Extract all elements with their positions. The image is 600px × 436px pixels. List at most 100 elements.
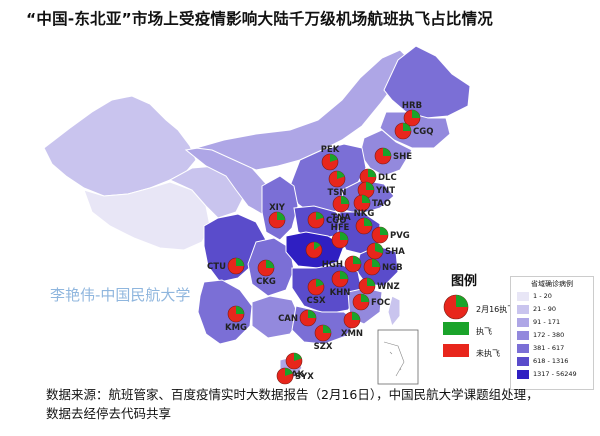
airport-pie-tao bbox=[353, 194, 371, 212]
airport-label-syx: SYX bbox=[295, 372, 314, 382]
legend-symbols bbox=[443, 294, 469, 357]
pie-flown-slice bbox=[314, 242, 321, 250]
airport-pie-ynt bbox=[357, 181, 375, 199]
pie-flown-slice bbox=[285, 368, 293, 376]
pie-flown-slice bbox=[316, 279, 324, 287]
pie-flown-slice bbox=[352, 312, 360, 320]
scale-label: 1317 - 56249 bbox=[533, 370, 577, 378]
airport-label-sha: SHA bbox=[385, 247, 405, 257]
legend-not-flown-label: 未执飞 bbox=[476, 349, 500, 358]
scale-swatch bbox=[517, 370, 529, 379]
pie-flown-slice bbox=[366, 182, 374, 190]
airport-pie-hgh bbox=[344, 255, 362, 273]
airport-label-tsn: TSN bbox=[327, 188, 346, 198]
region-heilongjiang bbox=[383, 45, 471, 119]
scale-swatch bbox=[517, 292, 529, 301]
scale-swatch bbox=[517, 305, 529, 314]
airport-pie-foc bbox=[352, 293, 370, 311]
scale-row: 21 - 90 bbox=[517, 304, 587, 315]
airport-pie-xmn bbox=[343, 311, 361, 329]
scale-swatch bbox=[517, 344, 529, 353]
airport-label-foc: FOC bbox=[371, 298, 390, 308]
airport-label-cgo: CGO bbox=[326, 216, 346, 226]
region-taiwan bbox=[387, 295, 401, 328]
legend-pie-icon bbox=[443, 294, 469, 320]
pie-flown-slice bbox=[294, 353, 302, 361]
data-source-note: 数据来源：航班管家、百度疫情实时大数据报告（2月16日），中国民航大学课题组处理… bbox=[46, 385, 539, 423]
pie-flown-slice bbox=[337, 171, 345, 179]
airport-pie-pek bbox=[321, 153, 339, 171]
province-regions bbox=[43, 45, 471, 381]
region-yunnan bbox=[197, 279, 253, 345]
airport-label-szx: SZX bbox=[314, 342, 333, 352]
airport-pie-kmg bbox=[227, 305, 245, 323]
airport-label-pvg: PVG bbox=[390, 231, 410, 241]
scale-row: 381 - 617 bbox=[517, 343, 587, 354]
airport-pie-hfe bbox=[331, 231, 349, 249]
airport-label-wnz: WNZ bbox=[377, 282, 400, 292]
airport-pie-wnz bbox=[358, 277, 376, 295]
case-scale-title: 省域确诊病例 bbox=[531, 280, 573, 288]
airport-pie-cgo bbox=[307, 211, 325, 229]
airport-label-hfe: HFE bbox=[331, 223, 350, 233]
airport-pie-ckg bbox=[257, 259, 275, 277]
airport-label-hgh: HGH bbox=[322, 260, 343, 270]
airport-pie-sha bbox=[366, 242, 384, 260]
scale-row: 618 - 1316 bbox=[517, 356, 587, 367]
pie-flown-slice bbox=[340, 232, 348, 240]
airport-label-xmn: XMN bbox=[341, 329, 363, 339]
legend-flown-swatch bbox=[443, 322, 469, 335]
scale-swatch bbox=[517, 357, 529, 366]
pie-flown-slice bbox=[368, 169, 376, 177]
pie-flown-slice bbox=[412, 110, 420, 118]
pie-flown-slice bbox=[372, 259, 380, 267]
region-xinjiang bbox=[43, 95, 197, 197]
airport-pie-hrb bbox=[403, 109, 421, 127]
pie-flown-slice bbox=[375, 243, 383, 254]
airport-label-ynt: YNT bbox=[375, 186, 395, 196]
airport-pie-nkg bbox=[355, 217, 373, 235]
airport-label-pek: PEK bbox=[321, 145, 340, 155]
scale-row: 1 - 20 bbox=[517, 291, 587, 302]
pie-flown-slice bbox=[403, 123, 411, 131]
airport-label-can: CAN bbox=[278, 314, 298, 324]
scale-swatch bbox=[517, 331, 529, 340]
airport-pie-xiy bbox=[268, 211, 286, 229]
airport-label-xiy: XIY bbox=[269, 203, 286, 213]
pie-flown-slice bbox=[340, 271, 348, 279]
footer-line-1: 数据来源：航班管家、百度疫情实时大数据报告（2月16日），中国民航大学课题组处理… bbox=[46, 387, 539, 402]
watermark: 李艳伟-中国民航大学 bbox=[50, 286, 191, 304]
airport-pie-cgq bbox=[394, 122, 412, 140]
scale-row: 1317 - 56249 bbox=[517, 369, 587, 380]
case-scale-legend: 省域确诊病例 1 - 20 21 - 90 91 - 171 172 - 380… bbox=[510, 276, 594, 390]
airport-label-tao: TAO bbox=[372, 199, 391, 209]
airport-label-kmg: KMG bbox=[225, 323, 247, 333]
legend-title: 图例 bbox=[451, 274, 478, 289]
region-qinghai bbox=[168, 165, 245, 219]
airport-pie-ctu bbox=[227, 257, 245, 275]
airport-pie-she bbox=[374, 147, 392, 165]
airport-label-hak: HAK bbox=[284, 370, 305, 380]
pie-flown-slice bbox=[383, 148, 391, 156]
airport-label-tna: TNA bbox=[331, 213, 351, 223]
pie-flown-slice bbox=[277, 212, 285, 220]
scale-label: 91 - 171 bbox=[533, 318, 561, 326]
airport-pie-hak bbox=[285, 352, 303, 370]
south-china-sea-inset bbox=[377, 329, 419, 385]
airport-label-csx: CSX bbox=[306, 296, 326, 306]
airport-label-she: SHE bbox=[393, 152, 412, 162]
airport-label-ngb: NGB bbox=[382, 263, 403, 273]
scale-label: 618 - 1316 bbox=[533, 357, 569, 365]
airport-pie-tna bbox=[332, 195, 350, 213]
airport-pie-tsn bbox=[328, 170, 346, 188]
pie-flown-slice bbox=[367, 278, 375, 286]
scale-label: 172 - 380 bbox=[533, 331, 565, 339]
footer-line-2: 数据去经停去代码共享 bbox=[46, 406, 172, 421]
pie-flown-slice bbox=[361, 294, 369, 302]
pie-flown-slice bbox=[236, 258, 244, 266]
pie-flown-slice bbox=[308, 310, 316, 318]
pie-flown-slice bbox=[266, 260, 274, 268]
airport-pie-csx bbox=[307, 278, 325, 296]
airport-label-dlc: DLC bbox=[378, 173, 397, 183]
